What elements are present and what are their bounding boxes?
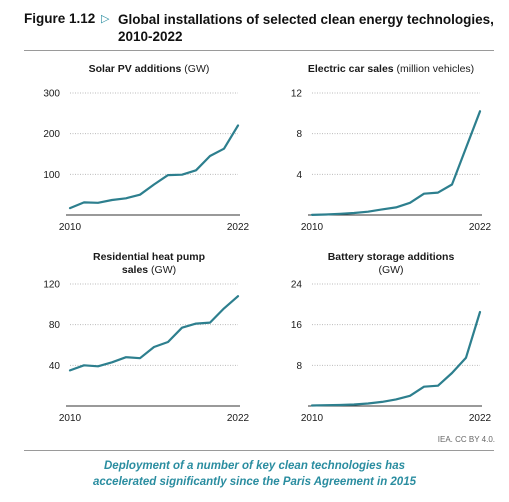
y-tick-label: 100 <box>43 170 60 181</box>
chart-panel-battery-storage: Battery storage additions (GW) 8 16 24 2010… <box>266 251 496 431</box>
y-tick-label: 16 <box>291 320 303 331</box>
figure-label: Figure 1.12 <box>24 11 96 26</box>
y-tick-label: 80 <box>49 320 61 331</box>
series-line <box>310 310 482 407</box>
x-tick-label: 2010 <box>301 222 324 233</box>
y-tick-label: 120 <box>43 280 60 291</box>
chart-title: Residential heat pump sales (GW) <box>44 251 254 277</box>
x-tick-label: 2022 <box>227 222 250 233</box>
chart-title-main-line1: Residential heat pump <box>92 251 206 263</box>
figure-title-line2: 2010-2022 <box>118 29 183 44</box>
y-tick-label: 8 <box>296 361 302 372</box>
chart-title-main: Electric car sales <box>307 63 394 75</box>
y-tick-label: 24 <box>291 280 303 291</box>
y-tick-label: 12 <box>291 89 303 100</box>
series-line <box>68 124 240 210</box>
series-line <box>68 295 240 372</box>
y-tick-label: 200 <box>43 129 60 140</box>
chart-title: Solar PV additions (GW) <box>44 63 254 76</box>
series-line <box>310 110 482 216</box>
chart-svg: 100 200 300 2010 2022 <box>43 89 250 234</box>
chart-svg: 4 8 12 2010 2022 <box>291 89 492 234</box>
figure-title: Global installations of selected clean e… <box>118 11 498 45</box>
x-tick-label: 2022 <box>469 222 492 233</box>
chart-title: Battery storage additions (GW) <box>286 251 496 277</box>
chart-title-unit: (GW) <box>378 264 404 276</box>
chart-panel-electric-cars: Electric car sales (million vehicles) 4 8… <box>266 60 496 240</box>
chart-title-unit: (GW) <box>148 264 177 276</box>
chart-svg: 8 16 24 2010 2022 <box>291 280 492 425</box>
chart-title-main: Solar PV additions <box>88 63 182 75</box>
chart-title-main-line2: sales <box>121 264 149 276</box>
chart-title-unit: (GW) <box>181 63 210 75</box>
figure-title-line1: Global installations of selected clean e… <box>118 12 494 27</box>
x-tick-label: 2022 <box>469 413 492 424</box>
x-tick-label: 2010 <box>59 413 82 424</box>
y-tick-label: 8 <box>296 129 302 140</box>
y-tick-label: 300 <box>43 89 60 100</box>
x-tick-label: 2010 <box>59 222 82 233</box>
bottom-rule <box>24 450 494 451</box>
caption-line1: Deployment of a number of key clean tech… <box>104 460 405 472</box>
chart-title-unit: (million vehicles) <box>393 63 475 75</box>
chart-panel-solar-pv: Solar PV additions (GW) 100 200 300 2010 202… <box>24 60 254 240</box>
credit-text: IEA. CC BY 4.0. <box>437 435 495 444</box>
x-tick-label: 2010 <box>301 413 324 424</box>
x-tick-label: 2022 <box>227 413 250 424</box>
chart-title: Electric car sales (million vehicles) <box>286 63 496 76</box>
triangle-arrow-icon: ▷ <box>101 13 110 25</box>
caption: Deployment of a number of key clean tech… <box>0 458 509 490</box>
caption-line2: accelerated significantly since the Pari… <box>93 476 416 488</box>
y-tick-label: 40 <box>49 361 61 372</box>
y-tick-label: 4 <box>296 170 302 181</box>
top-rule <box>24 50 494 51</box>
chart-title-main-line1: Battery storage additions <box>327 251 455 263</box>
chart-panel-heat-pumps: Residential heat pump sales (GW) 40 80 120… <box>24 251 254 431</box>
chart-svg: 40 80 120 2010 2022 <box>43 280 250 425</box>
